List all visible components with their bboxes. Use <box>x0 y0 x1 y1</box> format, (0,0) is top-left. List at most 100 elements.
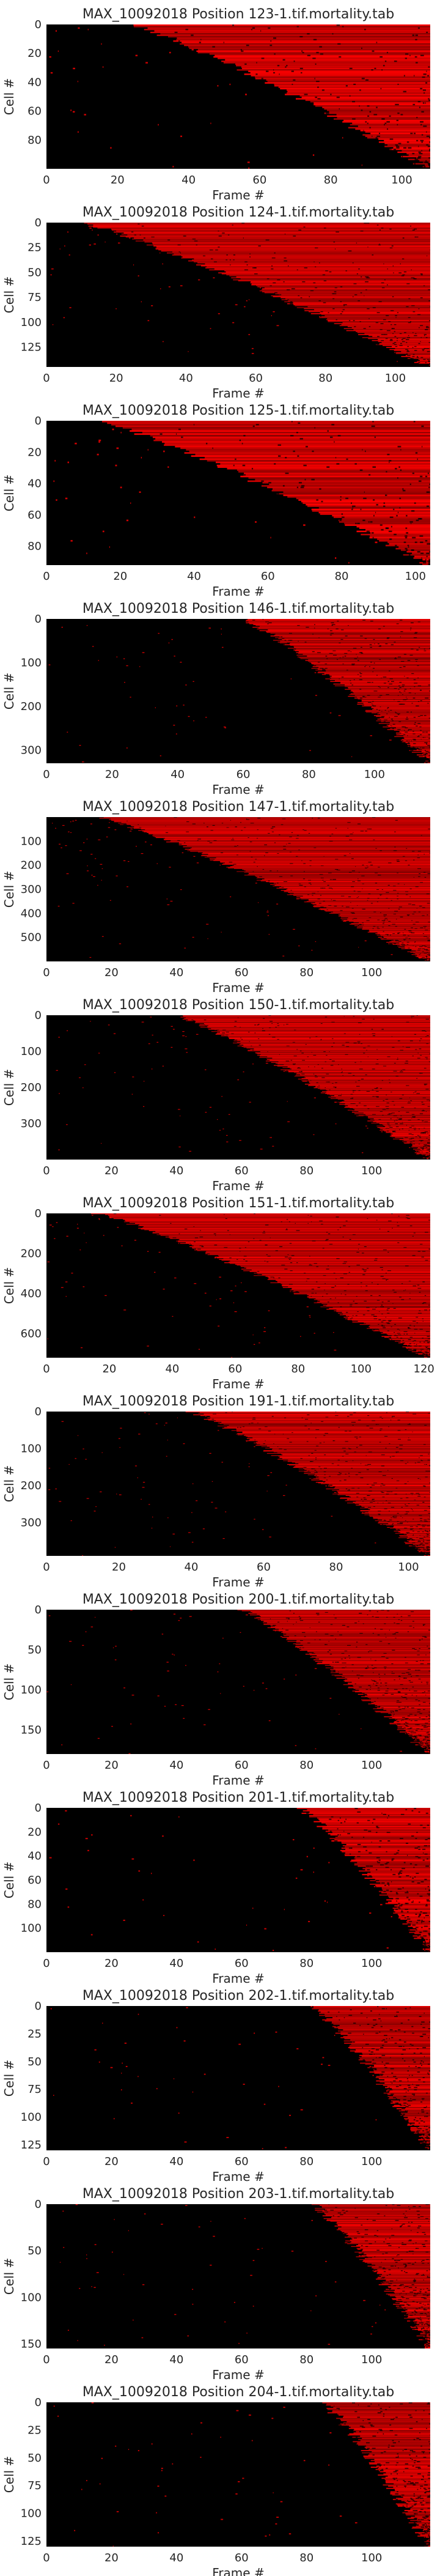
y-tick-label: 80 <box>28 1898 42 1911</box>
x-axis-label: Frame # <box>212 2566 264 2576</box>
y-tick-label: 60 <box>28 105 42 118</box>
x-tick-label: 40 <box>169 2552 183 2564</box>
x-tick-label: 80 <box>324 174 338 187</box>
y-tick-label: 40 <box>28 76 42 89</box>
x-axis-label: Frame # <box>212 2169 264 2184</box>
x-axis-label: Frame # <box>212 386 264 401</box>
x-tick-label: 80 <box>299 1957 314 1970</box>
y-tick-label: 200 <box>21 1479 42 1492</box>
x-tick-label: 40 <box>169 966 183 979</box>
x-tick-label: 0 <box>43 966 50 979</box>
x-tick-label: 60 <box>235 2155 249 2168</box>
x-tick-label: 0 <box>43 2155 50 2168</box>
y-tick-label: 500 <box>21 931 42 944</box>
y-tick-label: 20 <box>28 47 42 60</box>
y-tick-label: 75 <box>28 291 42 304</box>
x-tick-label: 100 <box>391 174 412 187</box>
y-tick-label: 100 <box>21 2508 42 2520</box>
x-tick-label: 40 <box>169 1164 183 1177</box>
x-tick-label: 20 <box>105 2552 119 2564</box>
y-axis-label: Cell # <box>2 673 16 710</box>
x-tick-label: 40 <box>169 2353 183 2366</box>
x-tick-label: 60 <box>252 174 266 187</box>
y-tick-label: 0 <box>35 217 42 229</box>
y-tick-label: 20 <box>28 446 42 459</box>
x-tick-label: 100 <box>361 1759 382 1772</box>
x-tick-label: 20 <box>105 768 119 781</box>
y-tick-label: 125 <box>21 2139 42 2152</box>
y-tick-label: 300 <box>21 1517 42 1530</box>
y-tick-label: 300 <box>21 883 42 896</box>
y-tick-label: 0 <box>35 1009 42 1022</box>
y-tick-label: 75 <box>28 2083 42 2096</box>
y-tick-label: 100 <box>21 316 42 329</box>
chart-title: MAX_10092018 Position 201-1.tif.mortalit… <box>82 1790 394 1805</box>
x-tick-label: 0 <box>43 2552 50 2564</box>
heatmap-panel: MAX_10092018 Position 124-1.tif.mortalit… <box>2 205 430 401</box>
y-tick-label: 75 <box>28 2479 42 2492</box>
heatmap-cells <box>53 2402 430 2547</box>
x-tick-label: 40 <box>169 1957 183 1970</box>
heatmap-panel: MAX_10092018 Position 191-1.tif.mortalit… <box>2 1394 430 1590</box>
y-tick-label: 0 <box>35 2198 42 2211</box>
x-tick-label: 80 <box>291 1363 305 1375</box>
x-tick-label: 80 <box>299 966 314 979</box>
x-tick-label: 80 <box>299 2155 314 2168</box>
chart-title: MAX_10092018 Position 203-1.tif.mortalit… <box>82 2186 394 2202</box>
x-axis-label: Frame # <box>212 980 264 995</box>
y-tick-label: 0 <box>35 1802 42 1815</box>
y-tick-label: 200 <box>21 1081 42 1094</box>
y-tick-label: 150 <box>21 1724 42 1737</box>
y-tick-label: 100 <box>21 1684 42 1697</box>
x-axis-label: Frame # <box>212 1377 264 1391</box>
x-tick-label: 20 <box>105 1759 119 1772</box>
y-axis-label: Cell # <box>2 2456 16 2493</box>
y-tick-label: 0 <box>35 1405 42 1418</box>
y-tick-label: 100 <box>21 2291 42 2304</box>
y-tick-label: 0 <box>35 613 42 626</box>
y-tick-label: 0 <box>35 18 42 31</box>
heatmap-panel: MAX_10092018 Position 200-1.tif.mortalit… <box>2 1592 430 1788</box>
heatmap-cells <box>53 421 430 565</box>
x-tick-label: 20 <box>112 1561 126 1574</box>
y-tick-label: 200 <box>21 1248 42 1260</box>
y-tick-label: 125 <box>21 341 42 353</box>
x-tick-label: 0 <box>43 570 50 583</box>
x-tick-label: 60 <box>261 570 275 583</box>
x-tick-label: 100 <box>364 768 385 781</box>
y-tick-label: 50 <box>28 1644 42 1657</box>
y-tick-label: 50 <box>28 2452 42 2465</box>
y-tick-label: 60 <box>28 509 42 522</box>
y-tick-label: 400 <box>21 1287 42 1300</box>
chart-title: MAX_10092018 Position 200-1.tif.mortalit… <box>82 1592 394 1607</box>
y-tick-label: 300 <box>21 1117 42 1130</box>
x-tick-label: 100 <box>361 1957 382 1970</box>
x-tick-label: 80 <box>299 1164 314 1177</box>
x-tick-label: 80 <box>318 372 332 385</box>
x-axis-label: Frame # <box>212 1179 264 1193</box>
y-tick-label: 100 <box>21 1443 42 1456</box>
x-tick-label: 20 <box>109 372 123 385</box>
y-axis-label: Cell # <box>2 78 16 116</box>
x-axis-label: Frame # <box>212 584 264 599</box>
y-tick-label: 50 <box>28 2056 42 2068</box>
x-tick-label: 100 <box>351 1363 372 1375</box>
x-tick-label: 20 <box>105 1957 119 1970</box>
x-tick-label: 40 <box>182 174 196 187</box>
x-tick-label: 40 <box>169 2155 183 2168</box>
heatmap-panel: MAX_10092018 Position 125-1.tif.mortalit… <box>2 403 430 599</box>
x-tick-label: 80 <box>329 1561 343 1574</box>
y-tick-label: 25 <box>28 242 42 254</box>
y-axis-label: Cell # <box>2 276 16 314</box>
y-axis-label: Cell # <box>2 871 16 908</box>
y-tick-label: 50 <box>28 2245 42 2257</box>
x-tick-label: 60 <box>235 1164 249 1177</box>
y-axis-label: Cell # <box>2 1465 16 1503</box>
x-tick-label: 20 <box>111 174 125 187</box>
heatmap-panel: MAX_10092018 Position 146-1.tif.mortalit… <box>2 601 430 797</box>
x-tick-label: 40 <box>185 1561 199 1574</box>
heatmap-cells <box>47 1213 430 1358</box>
heatmap-cells <box>46 1610 430 1754</box>
y-tick-label: 100 <box>21 2111 42 2124</box>
y-tick-label: 100 <box>21 1045 42 1058</box>
